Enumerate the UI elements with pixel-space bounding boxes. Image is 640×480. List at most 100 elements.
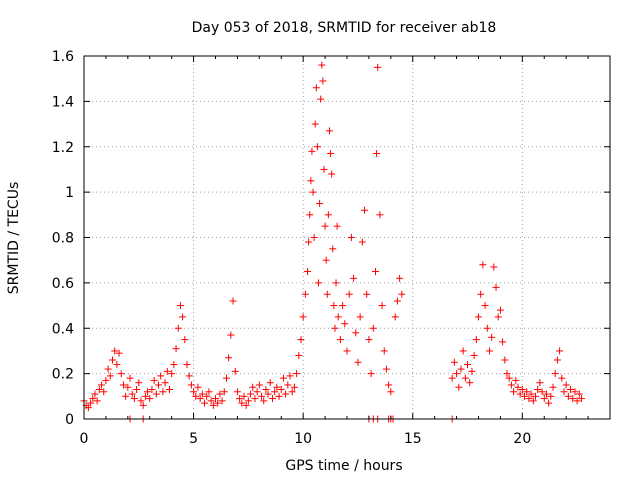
data-point (481, 302, 489, 310)
data-point (290, 383, 298, 391)
data-point (305, 238, 313, 246)
y-tick-label: 0.2 (52, 367, 74, 383)
x-tick-label: 0 (80, 431, 89, 447)
data-point (457, 365, 465, 373)
data-point (459, 347, 467, 355)
data-point (207, 397, 215, 405)
data-point (95, 386, 103, 394)
data-point (514, 383, 522, 391)
data-point (279, 374, 287, 382)
data-point (321, 222, 329, 230)
data-point (128, 390, 136, 398)
data-point (117, 370, 125, 378)
data-point (233, 388, 241, 396)
data-point (106, 372, 114, 380)
data-point (393, 297, 401, 305)
data-point (453, 370, 461, 378)
y-tick-label: 1.4 (52, 94, 74, 110)
data-point (308, 147, 316, 155)
data-point (336, 336, 344, 344)
data-point (282, 390, 290, 398)
data-point (170, 361, 178, 369)
data-point (115, 349, 123, 357)
data-point (273, 383, 281, 391)
data-point (534, 386, 542, 394)
data-point (501, 356, 509, 364)
data-point (139, 401, 147, 409)
data-point (347, 234, 355, 241)
data-point (98, 381, 106, 389)
data-point (203, 392, 211, 400)
data-point (306, 211, 314, 219)
data-point (320, 165, 328, 173)
data-point (499, 338, 507, 346)
data-point (240, 392, 248, 400)
data-point (518, 386, 526, 394)
x-tick-label: 15 (404, 431, 422, 447)
data-point (396, 274, 404, 282)
data-point (575, 390, 583, 398)
data-point (512, 376, 520, 384)
data-point (309, 188, 317, 196)
data-point (209, 401, 217, 409)
data-point (152, 390, 160, 398)
data-point (488, 333, 496, 341)
data-point (325, 127, 333, 135)
data-point (220, 388, 228, 396)
data-point (464, 361, 472, 369)
data-point (556, 347, 564, 355)
data-point (205, 388, 213, 396)
data-point (258, 392, 266, 400)
data-point (181, 336, 189, 344)
data-point (329, 245, 337, 253)
y-axis-label: SRMTID / TECUs (6, 182, 22, 295)
grid-lines (84, 56, 610, 419)
y-tick-label: 1.2 (52, 140, 74, 156)
data-point (334, 313, 342, 321)
data-point (322, 256, 330, 264)
data-point (545, 399, 553, 407)
data-point (183, 361, 191, 369)
data-point (161, 379, 169, 387)
data-point (301, 290, 309, 298)
data-point (275, 392, 283, 400)
data-point (328, 170, 336, 178)
data-point (214, 399, 222, 407)
data-point (179, 313, 187, 321)
data-point (155, 381, 163, 389)
data-point (313, 143, 321, 151)
data-point (567, 386, 575, 394)
data-point (196, 395, 204, 403)
y-axis: 0 0.2 0.4 0.6 0.8 1 1.2 1.4 1.6 (52, 49, 610, 428)
data-point (137, 397, 145, 405)
data-point (564, 392, 572, 400)
data-point (238, 399, 246, 407)
data-point (104, 365, 112, 373)
data-point (450, 358, 458, 366)
data-point (315, 279, 323, 287)
data-point (119, 381, 127, 389)
data-point (455, 383, 463, 391)
data-point (363, 290, 371, 298)
data-point (163, 367, 171, 375)
data-point (503, 370, 511, 378)
data-point (286, 372, 294, 380)
data-point (358, 238, 366, 246)
data-point (327, 150, 335, 158)
data-point (378, 302, 386, 310)
data-point (571, 388, 579, 396)
data-point (242, 401, 250, 409)
data-point (373, 150, 381, 158)
data-point (330, 302, 338, 310)
data-point (271, 388, 279, 396)
data-point (89, 395, 97, 403)
data-point (343, 347, 351, 355)
data-point (212, 395, 219, 403)
data-point (470, 351, 478, 359)
data-point (461, 374, 469, 382)
data-point (341, 320, 349, 328)
data-point (277, 386, 285, 394)
data-point (468, 367, 476, 375)
data-point (141, 392, 149, 400)
data-point (319, 77, 327, 85)
